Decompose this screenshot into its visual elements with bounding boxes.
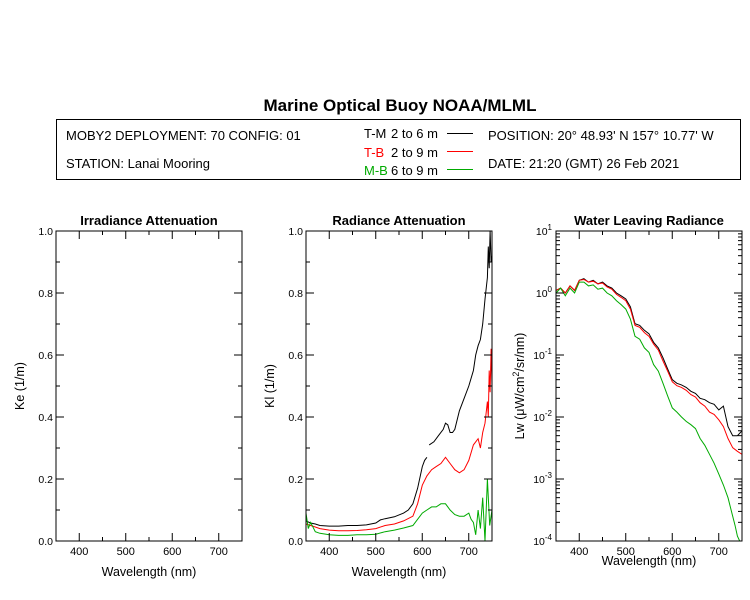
position-text: POSITION: 20° 48.93' N 157° 10.77' W [488,128,714,143]
y-tick-label: 0.8 [38,288,53,300]
chart-title: Radiance Attenuation [332,213,465,228]
y-axis-label: Ke (1/m) [13,362,27,410]
y-axis-label: Kl (1/m) [263,364,277,408]
legend-line-tm [447,133,473,134]
chart-title: Water Leaving Radiance [574,213,724,228]
series-line-m-b [306,478,492,541]
x-tick-label: 400 [320,546,338,558]
chart-3: Water Leaving Radiance 400 500 600 700 Wavele… [511,213,743,568]
series-line-t-m [428,231,492,446]
x-tick-label: 700 [710,546,728,558]
x-tick-label: 600 [163,546,181,558]
x-tick-label: 400 [570,546,588,558]
legend-range-tm: 2 to 6 m [391,126,438,141]
legend-code-mb: M-B [364,163,388,178]
main-title: Marine Optical Buoy NOAA/MLML [263,96,537,115]
y-tick-label: 0.2 [288,474,303,486]
x-tick-label: 500 [617,546,635,558]
chart-2: Radiance Attenuation 400 500 600 700 Waveleng… [263,213,493,579]
legend-range-tb: 2 to 9 m [391,145,438,160]
y-tick-label: 0.0 [38,536,53,548]
x-tick-label: 600 [413,546,431,558]
y-tick-label: 0.4 [38,412,53,424]
y-axis-label: Lw (μW/cm2/sr/nm) [511,333,527,440]
series-line-t-m [306,457,428,527]
series-line-t-b [306,348,492,532]
legend-range-mb: 6 to 9 m [391,163,438,178]
y-tick-label: 0.4 [288,412,303,424]
y-tick-label: 100 [536,285,553,300]
legend-line-mb [447,169,473,170]
x-tick-label: 600 [663,546,681,558]
y-tick-label: 10-1 [533,347,552,362]
chart-1: Irradiance Attenuation 400 500 600 700 Wavele… [13,213,243,579]
y-tick-label: 0.6 [38,350,53,362]
y-tick-label: 101 [536,223,553,238]
y-tick-label: 0.6 [288,350,303,362]
legend-code-tm: T-M [364,126,387,141]
plot-frame [305,230,493,542]
y-tick-label: 1.0 [38,226,53,238]
x-axis-label: Wavelength (nm) [352,565,447,579]
x-tick-label: 500 [367,546,385,558]
series-line-t-b [556,278,742,455]
series-line-m-b [556,281,742,541]
legend-line-tb [447,151,473,152]
date-text: DATE: 21:20 (GMT) 26 Feb 2021 [488,156,680,171]
y-tick-label: 10-4 [533,533,552,548]
deployment-text: MOBY2 DEPLOYMENT: 70 CONFIG: 01 [66,128,301,143]
y-tick-label: 10-3 [533,471,552,486]
y-tick-label: 0.2 [38,474,53,486]
station-text: STATION: Lanai Mooring [66,156,211,171]
x-axis-label: Wavelength (nm) [102,565,197,579]
legend-code-tb: T-B [364,145,385,160]
x-axis-label: Wavelength (nm) [602,554,697,568]
plot-frame [555,230,743,542]
info-box: MOBY2 DEPLOYMENT: 70 CONFIG: 01 STATION:… [56,119,741,180]
x-tick-label: 700 [210,546,228,558]
y-tick-label: 1.0 [288,226,303,238]
y-tick-label: 10-2 [533,409,552,424]
x-tick-label: 500 [117,546,135,558]
y-tick-label: 0.8 [288,288,303,300]
x-tick-label: 400 [70,546,88,558]
x-tick-label: 700 [460,546,478,558]
plot-frame [55,230,243,542]
series-line-t-m [556,278,742,437]
y-tick-label: 0.0 [288,536,303,548]
chart-title: Irradiance Attenuation [80,213,218,228]
